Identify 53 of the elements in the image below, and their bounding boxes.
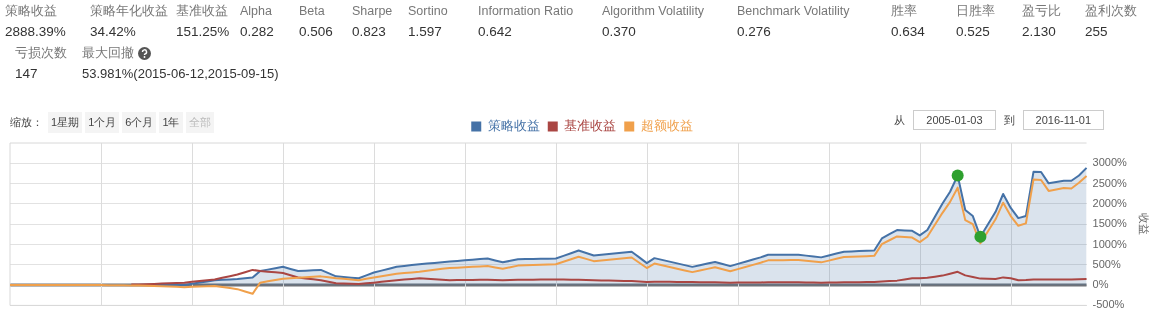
text: Benchmark Volatility <box>737 4 850 18</box>
text: Information Ratio <box>478 4 574 18</box>
y-tick-label: -500% <box>1092 298 1125 311</box>
text: 0.642 <box>478 24 513 39</box>
text: 从 <box>894 112 906 128</box>
text: 1.597 <box>408 24 443 39</box>
text: 147 <box>15 66 39 81</box>
legend-label: 策略收益 <box>487 118 540 134</box>
text: 策略收益 <box>5 2 57 20</box>
text: Alpha <box>240 4 272 18</box>
text: 0.276 <box>737 24 772 39</box>
text: 6个月 <box>122 112 157 133</box>
text: Sortino <box>408 4 448 18</box>
text: 2016-11-01 <box>1022 110 1104 130</box>
text: 盈利次数 <box>1085 2 1137 20</box>
text: 0.525 <box>956 24 991 39</box>
text: 1个月 <box>85 112 120 133</box>
text: 53.981%(2015-06-12,2015-09-15) <box>82 66 279 81</box>
text: 0.506 <box>299 24 333 39</box>
text: 151.25% <box>176 24 230 39</box>
text: 最大回撤 <box>82 44 134 62</box>
text: 0.282 <box>240 24 274 39</box>
text: Beta <box>299 4 325 18</box>
y-tick-label: 1500% <box>1092 217 1128 230</box>
text: 2005-01-03 <box>913 110 996 130</box>
text: 到 <box>1003 112 1015 128</box>
y-tick-label: 500% <box>1092 257 1121 270</box>
text: Sharpe <box>352 4 393 18</box>
y-tick-label: 1000% <box>1092 237 1128 250</box>
text: 0.823 <box>352 24 387 39</box>
text: 日胜率 <box>956 2 995 20</box>
text: 2888.39% <box>5 24 66 39</box>
text: 2.130 <box>1022 24 1057 39</box>
text: 盈亏比 <box>1022 2 1061 20</box>
text: 策略年化收益 <box>90 2 168 20</box>
text: 缩放： <box>9 115 44 130</box>
text: 胜率 <box>891 2 917 20</box>
text: 255 <box>1085 24 1109 39</box>
text: 基准收益 <box>176 2 228 20</box>
y-tick-label: 2000% <box>1092 196 1128 209</box>
text: 0.634 <box>891 24 925 39</box>
text: 34.42% <box>90 24 137 39</box>
y-axis-title: 收益 <box>1138 213 1151 236</box>
text: 1星期 <box>48 112 83 133</box>
legend-label: 基准收益 <box>564 118 617 134</box>
text: 亏损次数 <box>15 44 67 62</box>
y-tick-label: 2500% <box>1092 176 1128 189</box>
text: Algorithm Volatility <box>602 4 705 18</box>
legend-label: 超额收益 <box>640 118 693 134</box>
text: 1年 <box>159 112 183 133</box>
text: 0.370 <box>602 24 637 39</box>
y-tick-label: 3000% <box>1092 156 1128 169</box>
y-tick-label: 0% <box>1092 278 1109 291</box>
